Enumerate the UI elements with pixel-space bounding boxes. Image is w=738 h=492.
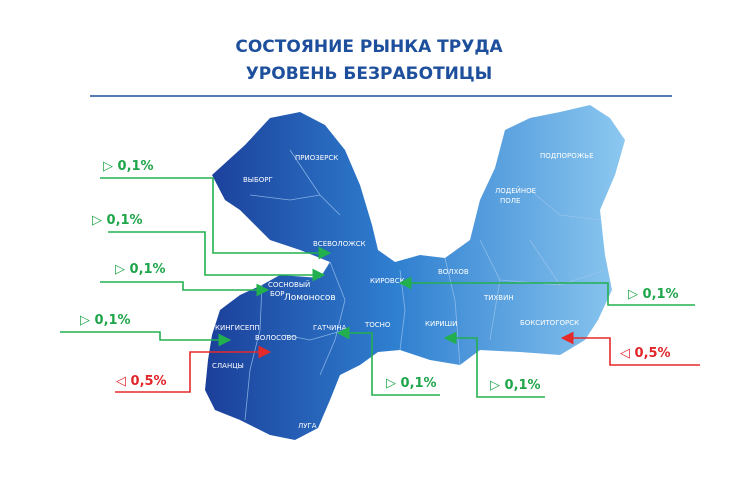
district-label: Ломоносов bbox=[284, 293, 336, 303]
callout-value: ▷ 0,1% bbox=[628, 287, 679, 302]
callout-value: 0,1% bbox=[107, 213, 143, 228]
callout-value: 0,5% bbox=[131, 374, 167, 389]
callout-values: ▷ 0,1% ▷ 0,1% ▷ 0,1% ▷ 0,1% ◁ 0,5% ▷ 0,1… bbox=[80, 159, 679, 393]
district-label: СЛАНЦЫ bbox=[212, 362, 244, 370]
district-label: ЛУГА bbox=[298, 422, 317, 430]
district-label: ВСЕВОЛОЖСК bbox=[313, 240, 366, 248]
district-label: ВОЛХОВ bbox=[438, 268, 469, 276]
callout-value: 0,1% bbox=[505, 378, 541, 393]
callout-line bbox=[560, 331, 700, 366]
callout-line bbox=[443, 331, 545, 398]
district-label: КИНГИСЕПП bbox=[215, 324, 260, 332]
callout-lines bbox=[60, 177, 700, 398]
district-label: ПРИОЗЕРСК bbox=[295, 154, 338, 162]
callout-value: ▷ 0,1% bbox=[103, 159, 154, 174]
subtitle: УРОВЕНЬ БЕЗРАБОТИЦЫ bbox=[246, 64, 493, 84]
district-label: БОКСИТОГОРСК bbox=[520, 319, 579, 327]
callout-line bbox=[398, 276, 695, 306]
district-label: ПОЛЕ bbox=[500, 197, 520, 205]
callout-value: ◁ 0,5% bbox=[620, 346, 671, 361]
district-labels: ВЫБОРГ ПРИОЗЕРСК ВСЕВОЛОЖСК СОСНОВЫЙ БОР… bbox=[212, 152, 594, 430]
district-label: КИРИШИ bbox=[425, 320, 457, 328]
callout-value: 0,1% bbox=[118, 159, 154, 174]
district-label: ВОЛОСОВО bbox=[255, 334, 297, 342]
district-label: ТОСНО bbox=[364, 321, 391, 329]
district-borders bbox=[244, 149, 606, 421]
region-map bbox=[205, 105, 625, 440]
callout-value: ▷ 0,1% bbox=[80, 313, 131, 328]
callout-value: 0,1% bbox=[643, 287, 679, 302]
callout-value: 0,1% bbox=[401, 376, 437, 391]
callout-line bbox=[100, 177, 332, 260]
district-label: БОР bbox=[270, 290, 285, 298]
district-label: ВЫБОРГ bbox=[243, 176, 273, 184]
district-label: КИРОВСК bbox=[370, 277, 405, 285]
district-label: ТИХВИН bbox=[483, 294, 514, 302]
callout-value: ▷ 0,1% bbox=[386, 376, 437, 391]
callout-line bbox=[336, 326, 440, 396]
callout-value: ◁ 0,5% bbox=[116, 374, 167, 389]
district-label: ГАТЧИНА bbox=[313, 324, 347, 332]
callout-line bbox=[115, 345, 272, 393]
callout-value: ▷ 0,1% bbox=[490, 378, 541, 393]
callout-value: 0,1% bbox=[130, 262, 166, 277]
district-label: ЛОДЕЙНОЕ bbox=[495, 186, 536, 195]
callout-value: 0,5% bbox=[635, 346, 671, 361]
callout-line bbox=[60, 331, 232, 347]
callout-value: ▷ 0,1% bbox=[92, 213, 143, 228]
callout-line bbox=[100, 281, 270, 297]
callout-value: 0,1% bbox=[95, 313, 131, 328]
district-label: ПОДПОРОЖЬЕ bbox=[540, 152, 594, 160]
district-label: СОСНОВЫЙ bbox=[268, 280, 310, 289]
callout-value: ▷ 0,1% bbox=[115, 262, 166, 277]
title: СОСТОЯНИЕ РЫНКА ТРУДА bbox=[235, 37, 503, 57]
callout-line bbox=[108, 231, 326, 282]
